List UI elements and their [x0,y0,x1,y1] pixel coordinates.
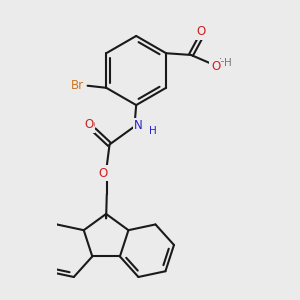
Text: H: H [148,125,156,135]
Text: O: O [211,60,220,73]
Text: O: O [209,60,219,73]
Text: Br: Br [71,79,85,92]
Text: O: O [196,25,205,38]
Text: Br: Br [72,79,85,92]
Text: N: N [135,120,144,133]
Text: N: N [134,119,143,132]
Text: O: O [99,167,108,180]
Text: H: H [148,126,156,136]
Text: H: H [219,58,227,68]
Text: O: O [85,119,94,132]
Text: O: O [99,166,109,178]
Text: H: H [224,58,232,68]
Text: O: O [84,118,94,131]
Text: O: O [196,26,205,39]
